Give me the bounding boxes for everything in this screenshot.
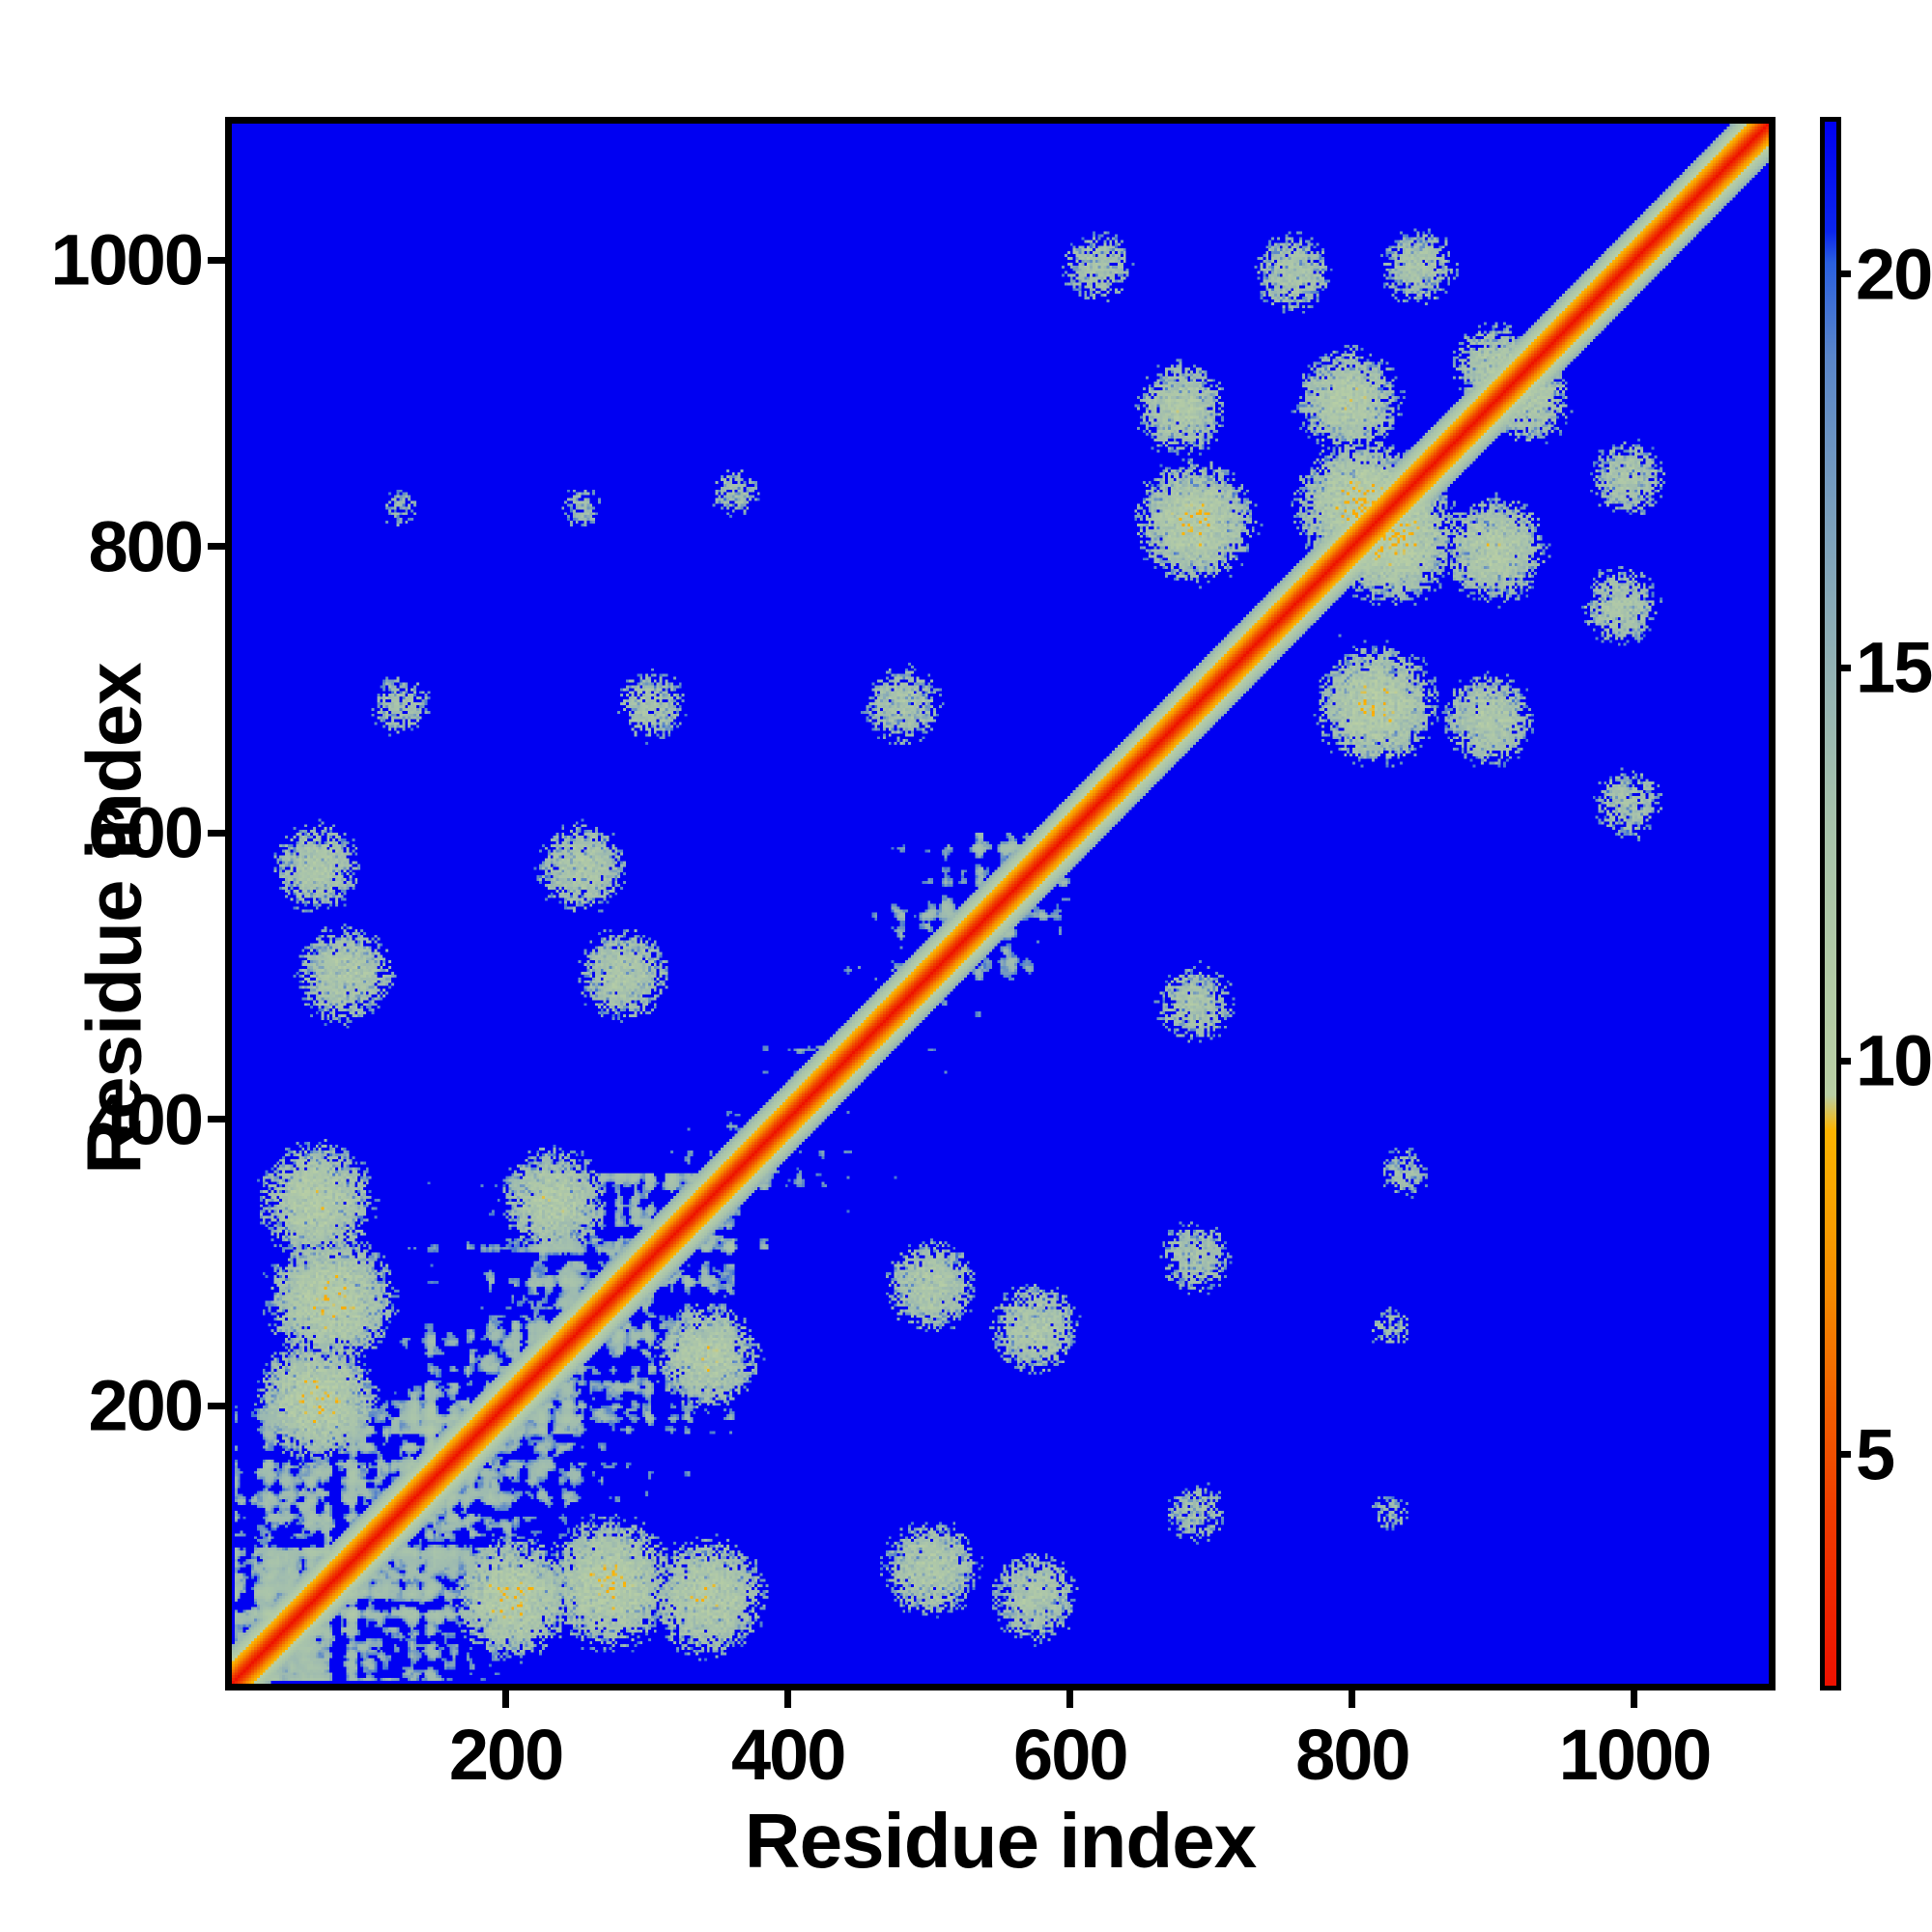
y-tick-label: 400: [88, 1079, 204, 1160]
colorbar-tick-label: 20: [1856, 234, 1932, 315]
y-tick-label: 800: [88, 506, 204, 587]
y-tick-mark: [208, 256, 225, 264]
y-axis-title: Residue index: [71, 663, 157, 1175]
x-tick-mark: [1066, 1690, 1074, 1708]
x-tick-label: 600: [1013, 1715, 1128, 1795]
y-tick-label: 1000: [50, 219, 204, 300]
colorbar-tick-label: 15: [1856, 627, 1932, 708]
colorbar-tick-label: 10: [1856, 1020, 1932, 1101]
x-tick-mark: [502, 1690, 510, 1708]
x-tick-label: 200: [448, 1715, 564, 1795]
x-tick-mark: [1631, 1690, 1638, 1708]
y-tick-label: 200: [88, 1365, 204, 1446]
y-tick-mark: [208, 829, 225, 837]
x-tick-label: 800: [1295, 1715, 1410, 1795]
colorbar-tick-mark: [1837, 1057, 1851, 1065]
y-tick-mark: [208, 1116, 225, 1123]
x-tick-label: 1000: [1558, 1715, 1713, 1795]
x-tick-mark: [784, 1690, 792, 1708]
x-tick-label: 400: [730, 1715, 846, 1795]
colorbar-tick-mark: [1837, 270, 1851, 278]
distance-matrix-heatmap[interactable]: [232, 124, 1769, 1684]
colorbar-gradient: [1825, 122, 1836, 1686]
x-tick-mark: [1349, 1690, 1356, 1708]
y-tick-mark: [208, 543, 225, 551]
y-tick-label: 600: [88, 792, 204, 873]
y-tick-mark: [208, 1402, 225, 1409]
heatmap-plot-area[interactable]: [225, 117, 1776, 1690]
colorbar[interactable]: [1820, 117, 1841, 1690]
colorbar-tick-mark: [1837, 1451, 1851, 1459]
x-axis-title: Residue index: [744, 1798, 1257, 1884]
colorbar-tick-label: 5: [1856, 1414, 1895, 1495]
colorbar-tick-mark: [1837, 664, 1851, 671]
